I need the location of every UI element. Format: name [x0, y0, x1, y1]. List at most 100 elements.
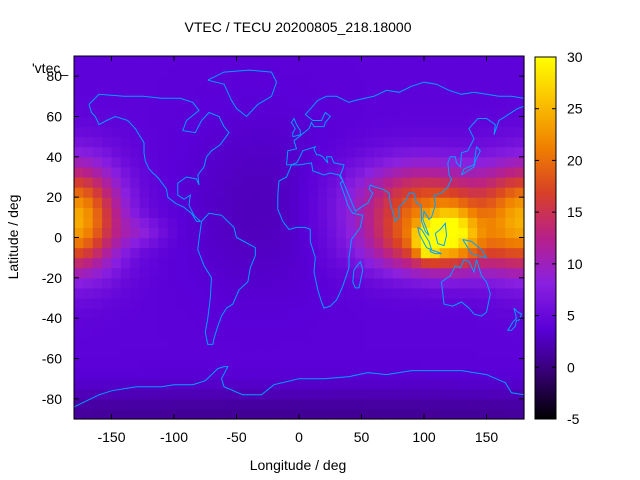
heatmap-cell: [186, 378, 197, 390]
heatmap-cell: [242, 277, 253, 289]
heatmap-cell: [130, 116, 141, 128]
heatmap-cell: [149, 287, 159, 299]
heatmap-cell: [224, 187, 234, 198]
heatmap-cell: [392, 298, 403, 309]
heatmap-cell: [186, 368, 197, 380]
heatmap-cell: [195, 257, 206, 269]
heatmap-cell: [167, 96, 178, 108]
heatmap-cell: [383, 227, 394, 239]
heatmap-cell: [195, 197, 206, 208]
heatmap-cell: [402, 348, 413, 360]
heatmap-cell: [420, 156, 431, 168]
heatmap-cell: [214, 237, 225, 249]
heatmap-cell: [299, 66, 309, 77]
heatmap-cell: [308, 76, 319, 87]
heatmap-cell: [205, 227, 216, 239]
coastline-japan: [461, 145, 481, 176]
heatmap-cell: [167, 126, 178, 138]
heatmap-cell: [308, 237, 319, 249]
heatmap-cell: [308, 277, 319, 289]
heatmap-cell: [411, 66, 422, 77]
heatmap-cell: [74, 126, 84, 138]
heatmap-cell: [327, 368, 338, 380]
heatmap-cell: [158, 106, 169, 118]
heatmap-cell: [299, 96, 309, 108]
heatmap-cell: [345, 328, 356, 339]
heatmap-cell: [477, 217, 488, 229]
heatmap-cell: [299, 56, 309, 67]
heatmap-cell: [495, 86, 506, 97]
heatmap-cell: [130, 348, 141, 360]
heatmap-cell: [74, 358, 84, 370]
heatmap-cell: [345, 156, 356, 168]
heatmap-cell: [327, 56, 338, 67]
heatmap-cell: [74, 298, 84, 309]
heatmap-cell: [495, 358, 506, 370]
heatmap-cell: [336, 207, 347, 218]
heatmap-cell: [439, 348, 450, 360]
heatmap-cell: [420, 267, 431, 279]
heatmap-cell: [336, 368, 347, 380]
heatmap-cell: [139, 398, 150, 410]
heatmap-cell: [402, 227, 413, 239]
heatmap-cell: [345, 378, 356, 390]
heatmap-cell: [430, 257, 441, 269]
heatmap-cell: [514, 328, 525, 339]
heatmap-cell: [317, 66, 328, 77]
heatmap-cell: [252, 197, 263, 208]
heatmap-cell: [449, 187, 459, 198]
heatmap-cell: [139, 56, 150, 67]
heatmap-cell: [233, 338, 244, 350]
coastline-java: [429, 249, 442, 255]
heatmap-cell: [177, 318, 188, 329]
heatmap-cell: [167, 166, 178, 178]
heatmap-cell: [242, 96, 253, 108]
heatmap-cell: [224, 267, 234, 279]
heatmap-cell: [486, 227, 497, 239]
heatmap-cell: [120, 338, 131, 350]
heatmap-cell: [149, 358, 159, 370]
heatmap-cell: [261, 86, 272, 97]
heatmap-cell: [430, 277, 441, 289]
heatmap-cell: [449, 328, 459, 339]
heatmap-cell: [289, 106, 300, 118]
y-tick-label: -60: [42, 351, 62, 367]
heatmap-cell: [252, 177, 263, 188]
heatmap-cell: [486, 197, 497, 208]
heatmap-cell: [233, 308, 244, 319]
heatmap-cell: [495, 177, 506, 188]
heatmap-cell: [177, 227, 188, 239]
heatmap-cell: [158, 166, 169, 178]
heatmap-cell: [74, 318, 84, 329]
heatmap-cell: [374, 217, 384, 229]
heatmap-cell: [317, 368, 328, 380]
heatmap-cell: [402, 96, 413, 108]
heatmap-cell: [111, 76, 122, 87]
heatmap-cell: [214, 298, 225, 309]
heatmap-cell: [449, 338, 459, 350]
heatmap-cell: [430, 388, 441, 400]
heatmap-cell: [374, 156, 384, 168]
heatmap-cell: [252, 328, 263, 339]
heatmap-cell: [102, 56, 113, 67]
heatmap-cell: [280, 308, 291, 319]
heatmap-cell: [514, 348, 525, 360]
heatmap-cell: [420, 287, 431, 299]
heatmap-cell: [477, 287, 488, 299]
heatmap-cell: [505, 257, 516, 269]
heatmap-cell: [308, 358, 319, 370]
heatmap-cell: [345, 217, 356, 229]
heatmap-cell: [449, 257, 459, 269]
heatmap-cell: [299, 247, 309, 259]
heatmap-cell: [280, 267, 291, 279]
heatmap-cell: [139, 227, 150, 239]
heatmap-cell: [195, 368, 206, 380]
heatmap-cell: [439, 338, 450, 350]
heatmap-cell: [158, 116, 169, 128]
heatmap-cell: [364, 408, 375, 420]
heatmap-cell: [270, 287, 281, 299]
colorbar-gradient: [534, 56, 557, 420]
heatmap-cell: [177, 408, 188, 420]
heatmap-cell: [439, 358, 450, 370]
heatmap-cell: [514, 96, 525, 108]
